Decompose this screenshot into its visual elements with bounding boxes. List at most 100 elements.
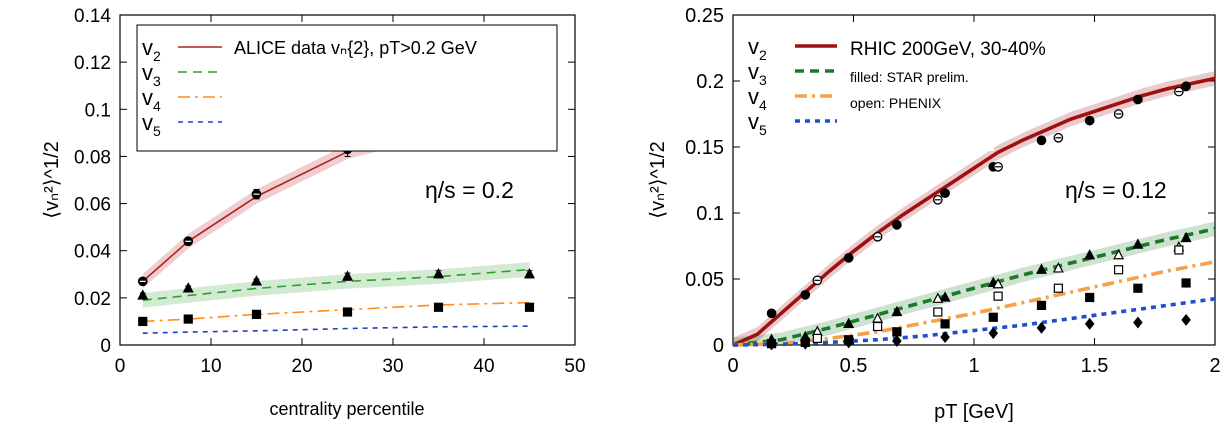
point-v4 bbox=[892, 327, 902, 337]
point-v5 bbox=[892, 335, 902, 348]
legend-box bbox=[136, 24, 558, 152]
point-v2 bbox=[766, 308, 777, 319]
x-tick-label: 0 bbox=[115, 356, 126, 377]
point-v5 bbox=[800, 337, 811, 350]
y-tick-label: 0.05 bbox=[685, 269, 724, 291]
data-points bbox=[766, 81, 1192, 351]
point-v4 bbox=[183, 314, 193, 324]
point-v3 bbox=[433, 268, 444, 279]
point-v3 bbox=[524, 268, 535, 279]
axis-ticks: 0 10 20 30 40 50 0 0.02 0.04 0.06 0.08 0.1 0.12 0.14 bbox=[74, 6, 586, 377]
y-tick-label: 0.08 bbox=[74, 147, 111, 168]
point-v3 bbox=[992, 277, 1004, 289]
legend-box bbox=[741, 25, 994, 151]
y-tick-label: 0.2 bbox=[696, 71, 724, 93]
band-v3 bbox=[733, 221, 1215, 345]
x-tick-label: 0 bbox=[727, 355, 738, 377]
y-tick-label: 0.04 bbox=[74, 242, 111, 263]
point-v2 bbox=[800, 289, 811, 300]
annotation: η/s = 0.12 bbox=[1065, 177, 1167, 203]
y-tick-label: 0.1 bbox=[85, 100, 111, 121]
axis-ticks: 0 0.5 1 1.5 2 0 0.05 0.1 0.15 0.2 0.25 bbox=[685, 5, 1221, 377]
line-v5 bbox=[732, 297, 1216, 347]
point-v5 bbox=[1181, 313, 1191, 326]
legend-note-filled: filled: STAR prelim. bbox=[850, 69, 969, 85]
y-tick-label: 0.02 bbox=[74, 289, 111, 310]
x-tick-label: 1 bbox=[968, 355, 979, 377]
point-v4 bbox=[524, 302, 535, 312]
point-v5 bbox=[1084, 317, 1095, 330]
point-v4 bbox=[872, 321, 883, 332]
point-v4 bbox=[812, 333, 822, 343]
point-v3 bbox=[891, 305, 903, 317]
x-axis-label: pT [GeV] bbox=[934, 401, 1014, 423]
x-axis-label: centrality percentile bbox=[269, 399, 424, 419]
point-v4 bbox=[433, 302, 444, 312]
point-v4 bbox=[1113, 265, 1124, 275]
x-tick-label: 30 bbox=[382, 356, 403, 377]
point-v5 bbox=[843, 336, 854, 349]
point-v5 bbox=[1036, 321, 1047, 334]
point-v4 bbox=[342, 307, 353, 317]
legend-title: RHIC 200GeV, 30-40% bbox=[850, 39, 1046, 60]
point-v4 bbox=[1036, 300, 1047, 310]
point-v4 bbox=[1053, 283, 1063, 293]
point-v4 bbox=[138, 316, 148, 327]
x-tick-label: 40 bbox=[473, 356, 494, 377]
point-v3 bbox=[1132, 238, 1144, 249]
point-v2 bbox=[1036, 135, 1047, 146]
point-v2 bbox=[1181, 81, 1191, 92]
point-v2 bbox=[843, 253, 854, 263]
point-v5 bbox=[988, 327, 999, 340]
point-v4 bbox=[1085, 292, 1095, 303]
point-v3 bbox=[182, 282, 194, 293]
point-v3 bbox=[137, 289, 149, 300]
point-v2 bbox=[892, 220, 902, 230]
legend: RHIC 200GeV, 30-40% filled: STAR prelim.… bbox=[741, 25, 1046, 151]
y-tick-label: 0 bbox=[713, 335, 724, 357]
point-v5 bbox=[766, 338, 777, 351]
y-tick-label: 0.25 bbox=[685, 5, 724, 27]
point-v4 bbox=[1133, 283, 1143, 293]
point-v3 bbox=[1035, 263, 1047, 274]
point-v3 bbox=[843, 317, 855, 328]
band-v2 bbox=[733, 71, 1215, 345]
legend: ALICE data vₙ{2}, pT>0.2 GeV bbox=[136, 24, 558, 152]
x-tick-label: 0.5 bbox=[840, 355, 868, 377]
chart-centrality: 0 10 20 30 40 5000.020.040.060.080.10.120.14 … bbox=[41, 6, 586, 419]
x-tick-label: 1.5 bbox=[1081, 355, 1109, 377]
annotation: η/s = 0.2 bbox=[425, 177, 514, 203]
point-v4 bbox=[993, 291, 1003, 301]
y-tick-label: 0.1 bbox=[696, 203, 724, 225]
uncertainty-bands bbox=[733, 71, 1215, 345]
point-v3 bbox=[1113, 248, 1125, 260]
band-v3 bbox=[142, 262, 530, 308]
x-tick-label: 2 bbox=[1209, 355, 1220, 377]
point-v3 bbox=[932, 292, 944, 303]
point-v5 bbox=[940, 331, 950, 344]
line-v5 bbox=[142, 325, 530, 335]
x-tick-label: 20 bbox=[291, 356, 312, 377]
y-tick-label: 0.14 bbox=[74, 6, 111, 27]
point-v5 bbox=[1133, 316, 1143, 329]
x-tick-label: 50 bbox=[564, 356, 585, 377]
legend-title: ALICE data vₙ{2}, pT>0.2 GeV bbox=[234, 38, 477, 58]
point-v4 bbox=[940, 319, 950, 329]
plot-frame bbox=[119, 14, 576, 346]
point-v3 bbox=[1084, 248, 1096, 260]
point-v4 bbox=[1174, 245, 1184, 255]
point-v4 bbox=[988, 312, 998, 322]
point-v3 bbox=[251, 275, 262, 286]
point-v3 bbox=[1180, 231, 1192, 243]
x-tick-label: 10 bbox=[200, 356, 221, 377]
point-v2 bbox=[1133, 94, 1143, 105]
point-v2 bbox=[940, 188, 950, 199]
y-tick-label: 0 bbox=[100, 336, 111, 357]
y-axis-label: ⟨vₙ²⟩^1/2 bbox=[41, 141, 63, 218]
y-tick-label: 0.06 bbox=[74, 195, 111, 216]
point-v3 bbox=[342, 270, 353, 281]
y-axis-label: ⟨vₙ²⟩^1/2 bbox=[647, 141, 669, 218]
data-points bbox=[137, 101, 535, 327]
